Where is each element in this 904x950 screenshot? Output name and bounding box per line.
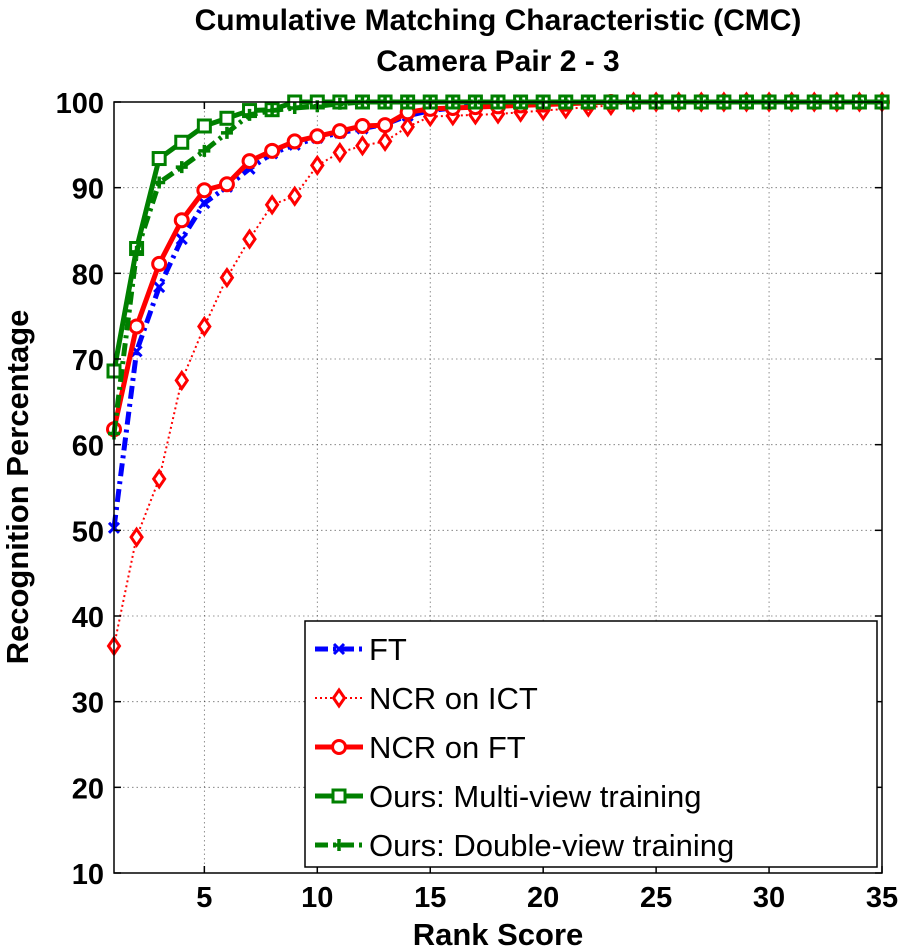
data-point-ours-double-view-training bbox=[288, 101, 301, 114]
data-point-ncr-on-ft bbox=[377, 117, 394, 134]
y-tick-label: 70 bbox=[72, 345, 104, 377]
data-point-ft bbox=[175, 233, 188, 246]
legend: FT NCR on ICT NCR on FT Ours: Multi-view tr… bbox=[304, 620, 878, 868]
legend-marker bbox=[331, 739, 347, 755]
series-line-ours-double-view-training bbox=[111, 99, 882, 434]
legend-label: NCR on FT bbox=[369, 730, 526, 765]
data-point-ncr-on-ft bbox=[218, 176, 235, 193]
y-tick-label: 90 bbox=[72, 174, 104, 206]
data-point-ours-double-view-training bbox=[175, 161, 188, 174]
legend-marker bbox=[331, 788, 347, 804]
chart-subtitle: Camera Pair 2 - 3 bbox=[376, 45, 619, 78]
data-point-ncr-on-ft bbox=[309, 128, 326, 145]
legend-item-ours-multi-view-training: Ours: Multi-view training bbox=[315, 779, 701, 814]
data-point-ncr-on-ict bbox=[355, 135, 370, 157]
data-point-ncr-on-ft bbox=[173, 212, 190, 229]
x-tick-label: 25 bbox=[640, 882, 672, 914]
x-tick-label: 15 bbox=[414, 882, 446, 914]
data-point-ft bbox=[153, 280, 166, 294]
y-tick-label: 20 bbox=[72, 773, 104, 805]
chart-title: Cumulative Matching Characteristic (CMC) bbox=[195, 4, 802, 37]
data-point-ncr-on-ft bbox=[264, 142, 281, 159]
legend-label: Ours: Multi-view training bbox=[369, 779, 701, 814]
legend-label: Ours: Double-view training bbox=[369, 828, 734, 863]
data-point-ours-double-view-training bbox=[243, 108, 256, 121]
series-line-ft bbox=[111, 99, 882, 529]
legend-marker bbox=[333, 839, 345, 851]
series-line-ours-multi-view-training bbox=[111, 99, 882, 372]
data-point-ncr-on-ft bbox=[128, 318, 145, 335]
series-line-ncr-on-ft bbox=[111, 99, 882, 430]
data-point-ncr-on-ict bbox=[197, 315, 212, 338]
data-point-ncr-on-ft bbox=[151, 255, 168, 272]
data-point-ncr-on-ict bbox=[151, 468, 167, 490]
y-tick-label: 10 bbox=[72, 859, 104, 891]
data-point-ncr-on-ict bbox=[377, 130, 393, 153]
data-point-ours-double-view-training bbox=[198, 144, 211, 157]
data-point-ncr-on-ft bbox=[331, 123, 348, 140]
legend-item-ours-double-view-training: Ours: Double-view training bbox=[315, 828, 734, 863]
series-ncr-on-ft bbox=[106, 94, 890, 438]
y-tick-label: 80 bbox=[72, 259, 104, 291]
data-point-ours-multi-view-training bbox=[151, 151, 167, 167]
legend-item-ncr-on-ft: NCR on FT bbox=[315, 730, 526, 765]
x-tick-label: 10 bbox=[301, 882, 333, 914]
data-point-ncr-on-ict bbox=[264, 194, 280, 216]
data-point-ours-multi-view-training bbox=[219, 110, 235, 126]
legend-label: NCR on ICT bbox=[369, 681, 538, 716]
data-point-ncr-on-ict bbox=[219, 266, 235, 289]
x-tick-label: 30 bbox=[753, 882, 785, 914]
y-tick-label: 40 bbox=[72, 602, 104, 634]
legend-marker bbox=[332, 642, 346, 656]
x-axis-label: Rank Score bbox=[413, 917, 584, 950]
data-point-ours-double-view-training bbox=[266, 104, 279, 117]
data-point-ours-double-view-training bbox=[333, 97, 346, 110]
legend-item-ncr-on-ict: NCR on ICT bbox=[315, 681, 538, 716]
data-point-ft bbox=[198, 197, 211, 210]
y-tick-label: 50 bbox=[72, 516, 104, 548]
data-point-ncr-on-ft bbox=[286, 133, 303, 150]
y-tick-label: 60 bbox=[72, 431, 104, 463]
data-point-ncr-on-ict bbox=[174, 369, 190, 392]
data-point-ours-double-view-training bbox=[220, 126, 233, 139]
data-point-ours-double-view-training bbox=[130, 245, 143, 258]
plot-frame bbox=[113, 101, 883, 874]
series-ours-double-view-training bbox=[108, 96, 888, 440]
x-tick-label: 35 bbox=[866, 882, 898, 914]
series-line-ncr-on-ict bbox=[113, 101, 882, 647]
y-tick-label: 30 bbox=[72, 688, 104, 720]
data-point-ncr-on-ict bbox=[287, 185, 303, 207]
x-tick-label: 5 bbox=[196, 882, 212, 914]
data-point-ours-double-view-training bbox=[153, 176, 166, 189]
data-point-ncr-on-ft bbox=[196, 182, 213, 199]
series-ft bbox=[107, 95, 889, 534]
series-ours-multi-view-training bbox=[106, 94, 890, 379]
legend-label: FT bbox=[369, 632, 407, 667]
y-axis-label: Recognition Percentage bbox=[0, 310, 35, 665]
plot-series bbox=[106, 91, 890, 657]
data-point-ncr-on-ict bbox=[129, 526, 144, 548]
data-point-ncr-on-ict bbox=[332, 141, 348, 164]
data-point-ncr-on-ict bbox=[400, 116, 415, 138]
axis-ticks: 5 10 15 20 25 30 35 10 20 30 40 50 60 70 80 90 100 bbox=[56, 88, 899, 914]
y-tick-label: 100 bbox=[56, 88, 104, 120]
data-point-ours-multi-view-training bbox=[196, 118, 212, 134]
data-point-ncr-on-ict bbox=[242, 228, 257, 250]
legend-item-ft: FT bbox=[315, 632, 407, 667]
data-point-ours-multi-view-training bbox=[174, 134, 190, 150]
x-tick-label: 20 bbox=[527, 882, 559, 914]
legend-box bbox=[304, 620, 878, 868]
data-point-ncr-on-ft bbox=[354, 117, 371, 134]
data-point-ncr-on-ft bbox=[241, 153, 258, 170]
data-point-ncr-on-ict bbox=[309, 154, 325, 177]
legend-marker bbox=[331, 687, 347, 709]
